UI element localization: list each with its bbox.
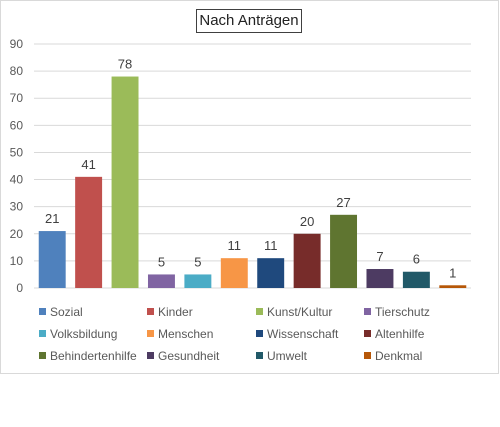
legend-swatch [364,352,371,359]
legend-swatch [39,330,46,337]
data-label: 5 [158,254,165,269]
legend-label: Behindertenhilfe [50,349,137,363]
legend-swatch [147,308,154,315]
y-axis: 0 10 20 30 40 50 60 70 80 90 [10,37,24,295]
y-tick-label: 0 [16,281,23,295]
data-label: 21 [45,211,59,226]
legend-swatch [256,308,263,315]
bar-wissenschaft [257,258,285,288]
legend-label: Altenhilfe [375,327,425,341]
data-label: 11 [264,238,278,253]
legend-label: Tierschutz [375,305,430,319]
legend-swatch [364,308,371,315]
y-tick-label: 90 [10,37,24,51]
data-labels: 21 41 78 5 5 11 11 20 27 7 6 1 [45,57,456,281]
bar-behindertenhilfe [330,214,358,288]
legend-label: Umwelt [267,349,308,363]
data-label: 27 [336,195,350,210]
bar-altenhilfe [293,233,321,288]
y-tick-label: 50 [10,145,24,159]
legend-label: Kinder [158,305,193,319]
bar-kinder [75,176,103,288]
y-tick-label: 30 [10,200,24,214]
bar-volksbildung [184,274,212,288]
y-tick-label: 80 [10,64,24,78]
bar-tierschutz [147,274,175,288]
data-label: 41 [81,157,95,172]
y-tick-label: 10 [10,254,24,268]
legend-label: Menschen [158,327,213,341]
legend-label: Gesundheit [158,349,220,363]
data-label: 6 [413,252,420,267]
bar-gesundheit [366,269,394,288]
bar-kunst-kultur [111,76,139,289]
y-tick-label: 70 [10,91,24,105]
legend-swatch [147,352,154,359]
legend-swatch [39,308,46,315]
legend: Sozial Kinder Kunst/Kultur Tierschutz Volksb… [39,305,430,363]
y-tick-label: 40 [10,173,24,187]
legend-swatch [256,330,263,337]
legend-swatch [364,330,371,337]
legend-swatch [256,352,263,359]
data-label: 78 [118,57,132,72]
data-label: 7 [376,249,383,264]
chart-title: Nach Anträgen [196,9,302,33]
legend-swatch [147,330,154,337]
chart-container: Nach Anträgen 0 10 20 30 40 50 60 70 80 90 21 41 78… [0,0,499,374]
legend-label: Denkmal [375,349,422,363]
bar-menschen [220,258,248,288]
legend-label: Volksbildung [50,327,117,341]
legend-label: Kunst/Kultur [267,305,332,319]
y-tick-label: 60 [10,118,24,132]
y-tick-label: 20 [10,227,24,241]
data-label: 20 [300,214,314,229]
bar-sozial [38,231,66,288]
gridlines [34,43,471,289]
data-label: 11 [228,238,242,253]
data-label: 5 [194,254,201,269]
bars [38,76,467,289]
legend-swatch [39,352,46,359]
data-label: 1 [449,265,456,280]
legend-label: Wissenschaft [267,327,339,341]
bar-denkmal [439,285,467,288]
bar-umwelt [402,271,430,288]
legend-label: Sozial [50,305,83,319]
